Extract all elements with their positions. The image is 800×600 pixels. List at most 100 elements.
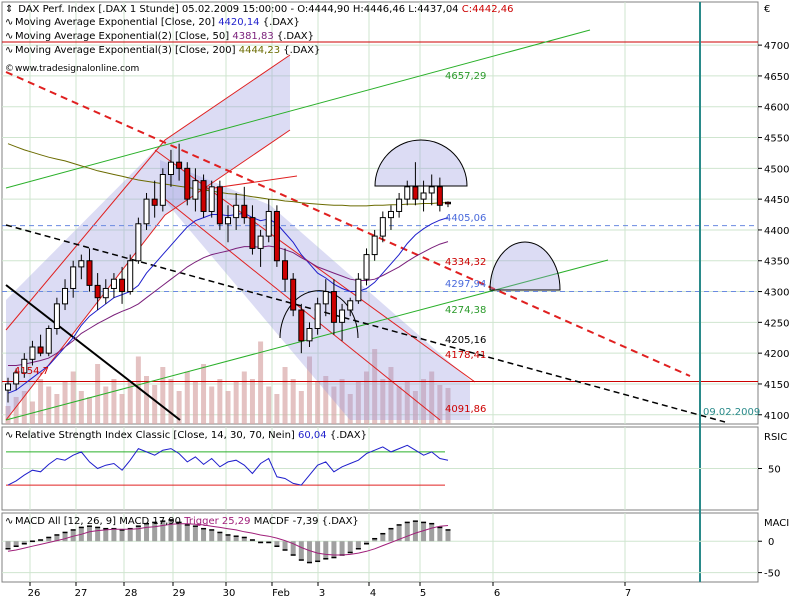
candle — [282, 248, 289, 292]
candle-body — [200, 180, 207, 212]
source-credit: ©www.tradesignalonline.com — [5, 63, 139, 75]
macd-bar — [290, 541, 296, 556]
close-readout: C:4442,46 — [461, 4, 514, 15]
macd-bar — [274, 541, 280, 547]
ema200-value: 4444,23 — [238, 45, 281, 56]
volume-bar — [152, 385, 158, 424]
macd-bar — [225, 534, 231, 542]
y-tick-label: 4350 — [764, 257, 789, 268]
macd-bar — [184, 524, 190, 542]
candle — [387, 205, 394, 230]
y-tick-label: 4300 — [764, 288, 789, 299]
macd-bar — [298, 541, 304, 561]
candle — [306, 322, 313, 347]
volume-bar — [331, 386, 337, 424]
volume-bar — [160, 367, 166, 424]
candle-body — [208, 186, 215, 212]
price-annotation: 4154,7 — [14, 366, 49, 377]
volume-bar — [282, 367, 288, 424]
x-tick-label: 4 — [370, 588, 376, 599]
macd-tick-label: -50 — [764, 569, 780, 580]
candle-body — [306, 328, 313, 342]
candle-body — [86, 260, 93, 286]
volume-bar — [233, 382, 239, 424]
y-tick-label: 4100 — [764, 411, 789, 422]
line-indicator-icon: ∿ — [5, 17, 14, 28]
volume-bar — [249, 379, 255, 424]
candle-body — [143, 198, 150, 225]
candle — [159, 168, 166, 212]
source-url: www.tradesignalonline.com — [15, 64, 140, 74]
candle-body — [127, 260, 134, 293]
candle-body — [265, 210, 272, 237]
candle — [208, 180, 215, 218]
line-indicator-icon: ∿ — [5, 31, 14, 42]
candle — [241, 186, 248, 224]
candle — [127, 254, 134, 295]
x-tick-label: 6 — [494, 588, 500, 599]
volume-bar — [103, 386, 109, 424]
candle-body — [298, 309, 305, 342]
candle-body — [233, 204, 240, 219]
y-tick-label: 4400 — [764, 226, 789, 237]
macd-bar — [86, 526, 92, 542]
rsi-suffix: {.DAX} — [329, 430, 367, 441]
macd-bar — [201, 528, 207, 542]
candle-body — [330, 291, 337, 323]
panel-frame — [1, 1, 759, 425]
volume-bar — [290, 379, 296, 424]
candle-body — [159, 173, 166, 206]
candle — [322, 279, 329, 317]
y-tick-label: 4600 — [764, 103, 789, 114]
ema50-legend: ∿ Moving Average Exponential(2) [Close, 5… — [5, 31, 314, 43]
candle — [200, 174, 207, 218]
candle — [5, 377, 11, 403]
price-annotation: 4657,29 — [445, 71, 486, 82]
candle-body — [241, 204, 248, 219]
volume-bar — [274, 394, 280, 424]
y-tick-label: 4450 — [764, 195, 789, 206]
macd-bar — [445, 529, 451, 542]
y-tick-label: 4200 — [764, 349, 789, 360]
volume-bar — [315, 382, 321, 424]
ma-line-3 — [7, 143, 448, 207]
volume-bar — [111, 379, 117, 424]
candle-body — [29, 346, 36, 360]
ma-line-2 — [8, 241, 449, 366]
volume-bar — [176, 391, 182, 424]
candle — [257, 229, 264, 267]
line-indicator-icon: ∿ — [5, 516, 14, 527]
candle-body — [13, 372, 20, 385]
volume-bar — [380, 379, 386, 424]
candle — [86, 248, 93, 292]
candle — [135, 217, 142, 264]
ema50-label: Moving Average Exponential(2) [Close, 50… — [15, 31, 230, 42]
candle-body — [216, 186, 223, 225]
volume-bar — [421, 379, 427, 424]
candle — [45, 325, 52, 357]
macd-trigger-line — [7, 523, 449, 556]
candle — [119, 266, 126, 304]
volume-bar — [355, 382, 361, 424]
macd-bar — [192, 526, 198, 542]
macd-bar — [209, 529, 215, 542]
volume-bar — [21, 391, 27, 424]
half-circle-top — [374, 139, 468, 187]
volume-bar — [201, 364, 207, 424]
candle — [78, 254, 85, 280]
macd-bar — [21, 541, 27, 544]
macd-tick-label: 0 — [768, 537, 774, 548]
candle-body — [184, 167, 191, 200]
macd-bar — [372, 538, 378, 542]
volume-bar — [217, 379, 223, 424]
volume-bar — [225, 391, 231, 424]
candle — [363, 248, 370, 286]
candle-body — [78, 260, 85, 268]
candle — [29, 340, 36, 366]
macd-bar — [429, 523, 435, 542]
x-tick-label: 27 — [75, 588, 88, 599]
volume-bar — [5, 406, 11, 424]
macd-bar — [176, 522, 182, 542]
